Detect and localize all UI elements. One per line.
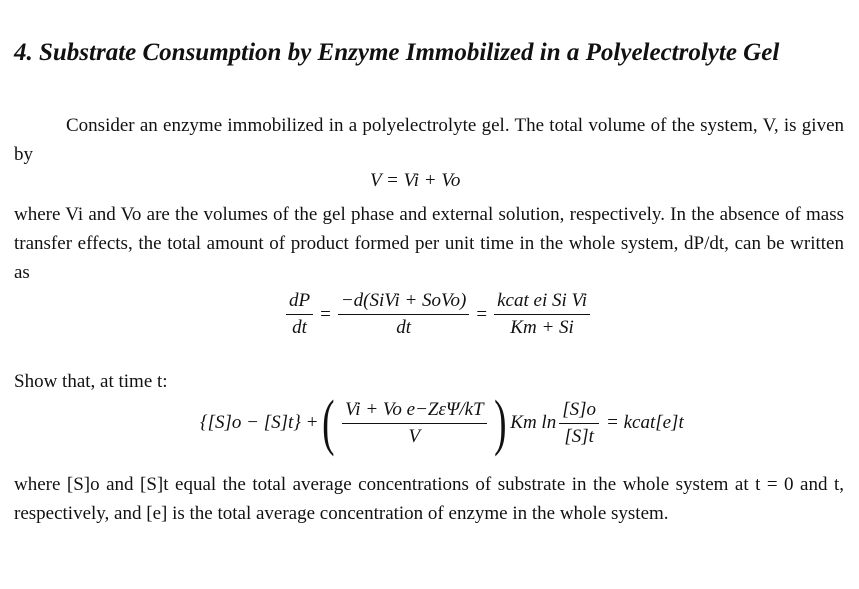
paragraph-intro: Consider an enzyme immobilized in a poly… <box>14 115 844 165</box>
equation-km-ln: Km ln <box>510 412 557 433</box>
fraction-dp-dt: dP dt <box>286 290 314 339</box>
equation-left-term: {[S]o − [S]t} + <box>200 412 319 433</box>
section-title: 4. Substrate Consumption by Enzyme Immob… <box>14 39 780 66</box>
paragraph-conclusion: where [S]o and [S]t equal the total aver… <box>14 474 844 524</box>
equals-sign: = <box>320 303 331 325</box>
fraction-rate-law: kcat ei Si Vi Km + Si <box>494 290 590 339</box>
denominator: Km + Si <box>510 317 574 338</box>
left-parenthesis: ( <box>322 389 335 457</box>
equals-sign: = <box>476 303 488 325</box>
paragraph-definitions: where Vi and Vo are the volumes of the g… <box>14 204 844 283</box>
numerator: [S]o <box>559 399 599 424</box>
denominator: dt <box>292 317 307 338</box>
numerator: dP <box>286 290 314 315</box>
numerator: Vi + Vo e−ZεΨ/kT <box>342 399 487 424</box>
equation-right-side: = kcat[e]t <box>606 412 684 433</box>
fraction-substrate-change: −d(SiVi + SoVo) dt <box>337 290 470 339</box>
equation-volume: V = Vi + Vo <box>370 170 461 191</box>
numerator: kcat ei Si Vi <box>494 290 590 315</box>
paragraph-show-that: Show that, at time t: <box>14 371 168 392</box>
numerator: −d(SiVi + SoVo) <box>337 290 470 315</box>
denominator: [S]t <box>564 425 594 447</box>
equation-rate: dP dt = −d(SiVi + SoVo) dt = kcat ei Si Vi… <box>283 290 593 339</box>
fraction-concentration-ratio: [S]o [S]t <box>559 399 599 448</box>
denominator: V <box>408 425 421 447</box>
fraction-volume-term: Vi + Vo e−ZεΨ/kT V <box>342 399 487 448</box>
right-parenthesis: ) <box>493 389 507 457</box>
denominator: dt <box>396 317 411 338</box>
equation-result: {[S]o − [S]t} + ( Vi + Vo e−ZεΨ/kT V ) Km… <box>200 392 684 454</box>
